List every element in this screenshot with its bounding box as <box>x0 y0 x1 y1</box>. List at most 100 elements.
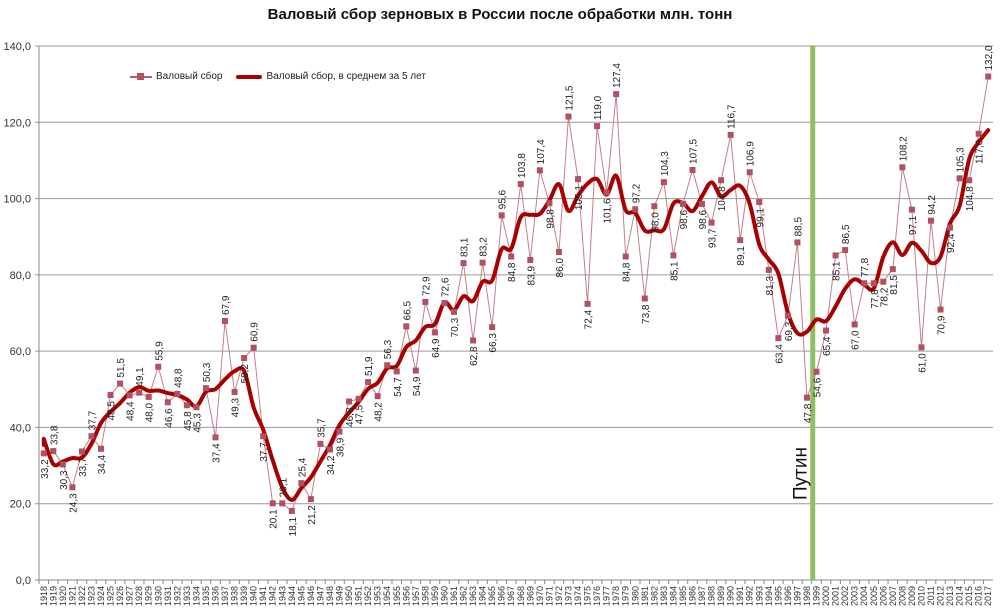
x-tick-label: 1997 <box>792 586 802 606</box>
data-label: 50,3 <box>202 362 213 382</box>
data-marker <box>155 363 162 370</box>
data-marker <box>718 177 725 184</box>
x-tick-label: 1970 <box>535 586 545 606</box>
data-marker <box>107 392 114 399</box>
data-label: 67,9 <box>221 295 232 315</box>
data-label: 34,2 <box>326 455 337 475</box>
data-label: 48,4 <box>126 401 137 421</box>
x-tick-label: 1953 <box>373 586 383 606</box>
data-marker <box>78 448 85 455</box>
x-tick-label: 2000 <box>821 586 831 606</box>
x-tick-label: 1958 <box>420 586 430 606</box>
data-label: 54,7 <box>393 377 404 397</box>
x-tick-label: 1931 <box>163 586 173 606</box>
x-tick-label: 1937 <box>220 586 230 606</box>
x-tick-label: 1986 <box>687 586 697 606</box>
data-label: 78,2 <box>879 287 890 307</box>
data-label: 30,3 <box>59 470 70 490</box>
data-label: 45,8 <box>183 411 194 431</box>
data-marker <box>546 200 553 207</box>
data-marker <box>269 500 276 507</box>
data-label: 108,2 <box>898 136 909 161</box>
data-label: 46,8 <box>345 407 356 427</box>
x-tick-label: 2015 <box>964 586 974 606</box>
x-tick-label: 2011 <box>926 586 936 605</box>
x-tick-label: 1947 <box>315 586 325 606</box>
data-marker <box>594 123 601 130</box>
data-label: 105,1 <box>574 185 585 210</box>
data-label: 81,5 <box>889 275 900 295</box>
data-label: 93,7 <box>708 228 719 248</box>
y-tick-label: 140,0 <box>3 41 31 53</box>
data-marker <box>164 399 171 406</box>
data-marker <box>307 496 314 503</box>
x-tick-label: 1934 <box>191 586 201 606</box>
data-label: 83,1 <box>460 237 471 257</box>
x-tick-label: 1987 <box>697 586 707 606</box>
x-tick-label: 1945 <box>296 586 306 606</box>
data-marker <box>202 385 209 392</box>
data-marker <box>241 355 248 362</box>
x-tick-label: 1935 <box>201 586 211 606</box>
y-tick-label: 0,0 <box>16 575 31 587</box>
data-label: 48,5 <box>107 401 118 421</box>
data-label: 37,4 <box>211 443 222 463</box>
x-tick-label: 1968 <box>516 586 526 606</box>
data-label: 84,8 <box>507 262 518 282</box>
x-tick-label: 1933 <box>182 586 192 606</box>
x-tick-label: 1976 <box>592 586 602 606</box>
data-marker <box>746 169 753 176</box>
data-label: 86,0 <box>555 258 566 278</box>
x-tick-label: 2013 <box>945 586 955 606</box>
data-marker <box>279 500 286 507</box>
x-tick-label: 1923 <box>86 586 96 606</box>
data-marker <box>842 247 849 254</box>
data-marker <box>136 389 143 396</box>
data-marker <box>365 379 372 386</box>
data-marker <box>422 298 429 305</box>
data-marker <box>555 248 562 255</box>
data-marker <box>489 324 496 331</box>
data-marker <box>708 219 715 226</box>
data-marker <box>527 256 534 263</box>
data-marker <box>784 312 791 319</box>
x-tick-label: 1978 <box>611 586 621 606</box>
x-tick-label: 1980 <box>630 586 640 606</box>
data-label: 54,6 <box>813 377 824 397</box>
data-marker <box>775 335 782 342</box>
x-tick-label: 1940 <box>249 586 259 606</box>
data-marker <box>603 189 610 196</box>
x-tick-label: 1939 <box>239 586 249 606</box>
data-marker <box>50 448 57 455</box>
data-marker <box>536 167 543 174</box>
data-label: 77,8 <box>870 289 881 309</box>
x-tick-label: 1951 <box>354 586 364 606</box>
x-tick-label: 1938 <box>230 586 240 606</box>
data-marker <box>317 440 324 447</box>
data-marker <box>174 390 181 397</box>
raw-series-line <box>43 76 989 512</box>
data-marker <box>346 398 353 405</box>
x-tick-label: 1960 <box>439 586 449 606</box>
data-label: 104,8 <box>965 186 976 211</box>
data-label: 51,5 <box>116 358 127 378</box>
x-tick-label: 1936 <box>210 586 220 606</box>
data-label: 94,2 <box>927 195 938 215</box>
x-tick-label: 2004 <box>859 586 869 606</box>
x-tick-label: 1975 <box>583 586 593 606</box>
x-tick-label: 2007 <box>888 586 898 606</box>
data-marker <box>40 450 47 457</box>
data-marker <box>517 181 524 188</box>
data-marker <box>508 253 515 260</box>
data-label: 98,6 <box>698 209 709 229</box>
data-marker <box>250 344 257 351</box>
data-marker <box>498 212 505 219</box>
data-label: 73,8 <box>641 304 652 324</box>
data-label: 116,7 <box>727 104 738 129</box>
data-marker <box>222 318 229 325</box>
y-tick-label: 40,0 <box>10 422 31 434</box>
x-tick-label: 2014 <box>955 586 965 606</box>
data-label: 127,4 <box>612 63 623 88</box>
x-tick-label: 2006 <box>878 586 888 606</box>
legend-label-average: Валовый сбор, в среднем за 5 лет <box>266 71 426 82</box>
